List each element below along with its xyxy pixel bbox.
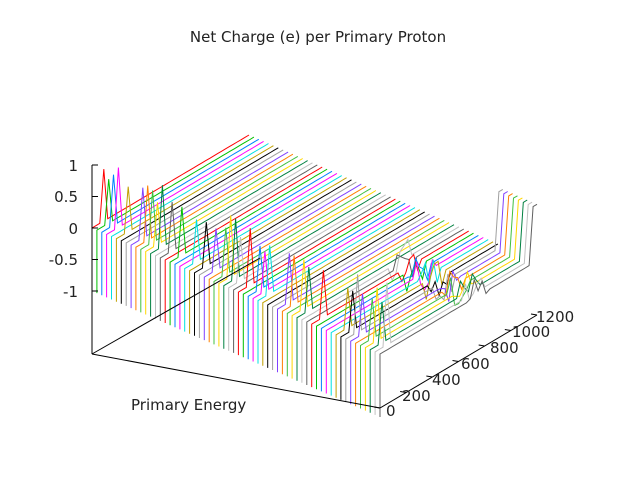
series-line (101, 138, 260, 296)
series-line (301, 226, 460, 383)
series-line (272, 213, 430, 370)
series-line (179, 172, 338, 330)
series-line (316, 232, 474, 390)
series-line (213, 187, 372, 345)
y-tick-label: 1000 (512, 323, 550, 341)
series-line (208, 185, 367, 343)
series-line (306, 228, 465, 385)
series-line (169, 168, 328, 326)
series-line (335, 241, 494, 398)
z-tick-marks (92, 164, 98, 292)
series-line (286, 219, 445, 377)
series-line (125, 149, 284, 306)
series-line (345, 188, 504, 403)
y-tick-mark (426, 375, 433, 378)
series-traces (91, 134, 538, 417)
series-line (237, 198, 396, 356)
series-line (291, 222, 450, 379)
y-tick-label: 600 (461, 355, 490, 373)
z-tick-label: -1 (63, 283, 78, 301)
series-line (155, 162, 313, 319)
series-line (364, 197, 523, 411)
series-line (379, 203, 538, 417)
y-tick-mark (478, 344, 485, 347)
series-line (257, 207, 416, 364)
series-line (350, 191, 508, 405)
series-line (330, 239, 489, 396)
series-line (277, 215, 435, 373)
series-line (164, 166, 323, 323)
series-line (174, 170, 333, 328)
y-tick-mark (530, 313, 538, 316)
series-line (311, 230, 469, 388)
x-axis (91, 353, 381, 409)
series-line (355, 193, 513, 407)
series-line (198, 181, 357, 338)
series-line (194, 179, 352, 336)
chart-title: Net Charge (e) per Primary Proton (190, 28, 446, 46)
series-line (203, 183, 362, 341)
series-line (120, 147, 279, 304)
series-line (262, 209, 421, 366)
series-line (228, 194, 386, 351)
y-tick-marks (373, 313, 538, 409)
series-line (130, 151, 289, 309)
z-tick-label: 0.5 (54, 188, 78, 206)
series-line (115, 145, 274, 302)
series-line (184, 175, 342, 332)
series-line (374, 201, 533, 415)
series-line (252, 205, 411, 362)
series-line (150, 160, 308, 317)
series-line (145, 158, 303, 315)
series-line (281, 217, 440, 375)
y-tick-mark (452, 360, 459, 362)
y-tick-mark (373, 406, 381, 409)
z-tick-label: -0.5 (49, 251, 78, 269)
series-line (140, 155, 299, 313)
series-line (242, 200, 401, 358)
series-line (91, 134, 250, 291)
back-baseline (91, 257, 261, 355)
series-line (267, 211, 425, 368)
series-line (111, 143, 269, 300)
y-tick-label: 1200 (536, 308, 574, 326)
y-tick-label: 0 (386, 402, 396, 420)
series-line (189, 177, 347, 334)
series-line (223, 192, 382, 349)
series-line (360, 195, 518, 409)
x-axis-label: Primary Energy (131, 396, 246, 414)
series-line (369, 199, 528, 413)
z-tick-label: 1 (68, 157, 78, 175)
series-line (247, 202, 406, 360)
series-line (159, 164, 318, 321)
y-tick-label: 200 (402, 387, 431, 405)
series-line (135, 153, 294, 311)
y-tick-mark (400, 391, 407, 393)
z-tick-label: 0 (68, 220, 78, 238)
series-line (296, 224, 455, 381)
y-tick-label: 400 (432, 371, 461, 389)
series-line (340, 243, 499, 400)
series-line (233, 196, 391, 353)
series-line (320, 234, 479, 392)
y-tick-mark (504, 329, 511, 331)
series-line (106, 140, 264, 298)
series-line (218, 190, 377, 347)
series-line (325, 237, 484, 394)
y-tick-label: 800 (490, 339, 519, 357)
series-line (96, 136, 255, 294)
